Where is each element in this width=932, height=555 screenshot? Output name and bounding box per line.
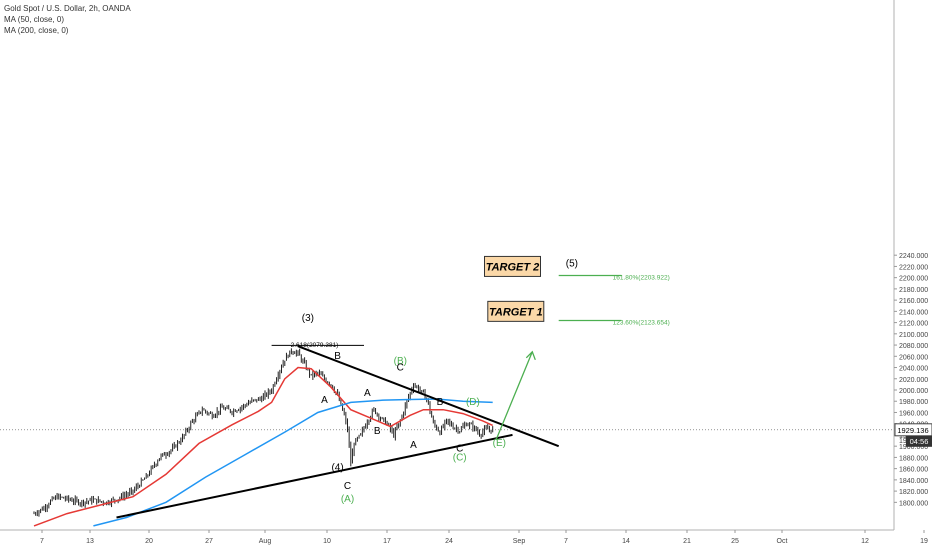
x-tick-label: 10 [323,538,331,545]
y-tick-label: 2060.000 [899,354,928,361]
chart-title: Gold Spot / U.S. Dollar, 2h, OANDA [4,4,131,13]
y-tick-label: 2040.000 [899,366,928,373]
y-tick-label: 2160.000 [899,298,928,305]
y-tick-label: 2120.000 [899,321,928,328]
projection-arrow [495,351,533,441]
wave-label: (D) [466,397,480,408]
timer-badge [906,435,932,447]
target-label: TARGET 1 [489,306,543,318]
wave-label: C [397,362,404,373]
projection-arrow-head [525,350,536,361]
y-tick-label: 2180.000 [899,287,928,294]
wave-label: 123.60%(2123.654) [613,320,670,327]
y-tick-label: 2220.000 [899,264,928,271]
legend-ma200: MA (200, close, 0) [4,26,69,35]
target-box [484,255,541,277]
x-tick-label: 19 [920,538,928,545]
x-tick-label: 21 [683,538,691,545]
wave-label: (E) [493,438,506,449]
lower-trendline [116,433,513,519]
y-tick-label: 2140.000 [899,309,928,316]
wave-label: (4) [331,462,343,473]
wave-label: C [344,481,351,492]
x-tick-label: Oct [777,538,788,545]
y-tick-label: 2100.000 [899,332,928,339]
x-tick-label: 17 [383,538,391,545]
y-tick-label: 1880.000 [899,455,928,462]
x-tick-label: 14 [622,538,630,545]
chart-legend: Gold Spot / U.S. Dollar, 2h, OANDA MA (5… [4,3,131,36]
x-tick-label: Aug [259,538,272,545]
timer-label: 04:56 [910,437,929,446]
wave-label: 161.80%(2203.922) [613,274,670,281]
y-tick-label: 2020.000 [899,377,928,384]
target-label: TARGET 2 [486,261,540,273]
y-tick-label: 2000.000 [899,388,928,395]
y-tick-label: 1980.000 [899,399,928,406]
x-tick-label: 27 [205,538,213,545]
y-tick-label: 2200.000 [899,276,928,283]
x-tick-label: 12 [861,538,869,545]
wave-label: A [364,388,371,399]
current-price-label: 1929.136 [897,426,928,435]
ma50-line [33,366,494,527]
y-tick-label: 2080.000 [899,343,928,350]
x-tick-label: 7 [40,538,44,545]
wave-label: B [334,351,341,362]
y-tick-label: 1820.000 [899,489,928,496]
wave-label: C [456,443,463,454]
y-tick-label: 2240.000 [899,253,928,260]
legend-ma50: MA (50, close, 0) [4,15,65,24]
x-tick-label: 25 [731,538,739,545]
x-tick-label: 20 [145,538,153,545]
x-tick-label: 24 [445,538,453,545]
y-tick-label: 1960.000 [899,410,928,417]
y-tick-label: 1800.000 [899,500,928,507]
upper-trendline [297,345,560,448]
wave-label: A [321,395,328,406]
wave-label: B [437,397,444,408]
wave-label: (5) [566,258,578,269]
wave-label: (A) [341,494,354,505]
y-tick-label: 1840.000 [899,478,928,485]
x-tick-label: 7 [564,538,568,545]
wave-label: (3) [302,313,314,324]
x-tick-label: 13 [86,538,94,545]
y-tick-label: 1900.000 [899,444,928,451]
y-tick-label: 1860.000 [899,467,928,474]
x-tick-label: Sep [513,538,526,545]
wave-label: (B) [394,356,407,367]
wave-label: (C) [453,452,467,463]
target-box [487,300,545,322]
wave-label: B [374,426,381,437]
wave-label: A [410,440,417,451]
wave-label: 2.618(2079.381) [291,342,339,349]
